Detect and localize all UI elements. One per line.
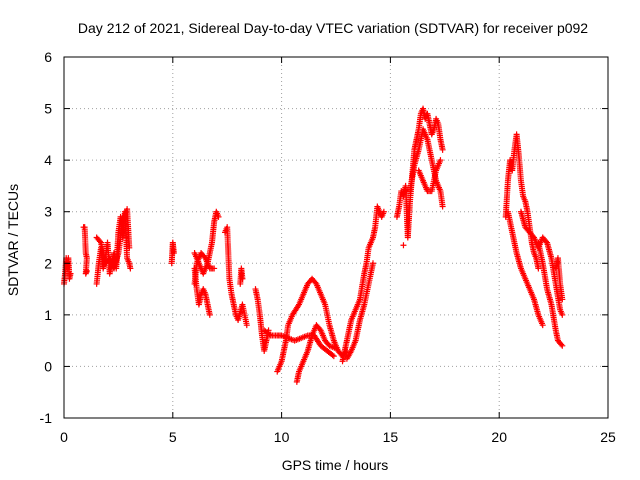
y-tick-label: 1	[44, 307, 52, 323]
x-tick-label: 10	[274, 429, 290, 445]
y-tick-label: 6	[44, 49, 52, 65]
y-axis-label: SDTVAR / TECUs	[5, 184, 21, 296]
data-point	[529, 233, 536, 240]
data-point	[83, 268, 90, 275]
data-point	[127, 265, 134, 272]
data-point	[439, 146, 446, 153]
data-points	[61, 105, 566, 385]
data-point	[312, 279, 319, 286]
x-axis-label: GPS time / hours	[282, 457, 389, 473]
data-point	[400, 242, 407, 249]
data-point	[206, 311, 213, 318]
plot-frame	[63, 56, 609, 419]
data-point	[67, 270, 74, 277]
data-point	[211, 265, 218, 272]
data-point	[369, 260, 376, 267]
data-point	[559, 342, 566, 349]
data-point	[239, 275, 246, 282]
y-tick-label: 3	[44, 204, 52, 220]
data-point	[329, 352, 336, 359]
data-point	[535, 265, 542, 272]
data-point	[266, 331, 273, 338]
data-point	[201, 253, 208, 260]
data-point	[437, 157, 444, 164]
y-tick-label: 0	[44, 358, 52, 374]
data-point	[380, 208, 387, 215]
y-tick-label: 4	[44, 152, 52, 168]
data-point	[330, 353, 337, 360]
data-point	[558, 341, 565, 348]
data-point	[559, 311, 566, 318]
y-tick-label: 5	[44, 101, 52, 117]
data-point	[126, 244, 133, 251]
data-point	[539, 322, 546, 329]
y-tick-label: 2	[44, 255, 52, 271]
x-tick-label: 20	[491, 429, 507, 445]
data-point	[243, 322, 250, 329]
data-point	[559, 296, 566, 303]
x-tick-label: 5	[169, 429, 177, 445]
data-point	[96, 238, 103, 245]
axis-ticks: 0 5 10 15 20 25 -1 0 1 2 3 4 5 6	[40, 49, 616, 445]
grid	[64, 57, 608, 418]
x-tick-label: 25	[600, 429, 616, 445]
data-point	[333, 345, 339, 352]
data-point	[316, 326, 323, 333]
data-point	[439, 203, 446, 210]
x-tick-label: 15	[383, 429, 399, 445]
data-point	[215, 213, 222, 220]
data-point	[542, 238, 549, 245]
x-tick-label: 0	[60, 429, 68, 445]
y-tick-label: -1	[40, 410, 53, 426]
data-point	[170, 249, 177, 256]
chart-title: Day 212 of 2021, Sidereal Day-to-day VTE…	[78, 20, 588, 36]
